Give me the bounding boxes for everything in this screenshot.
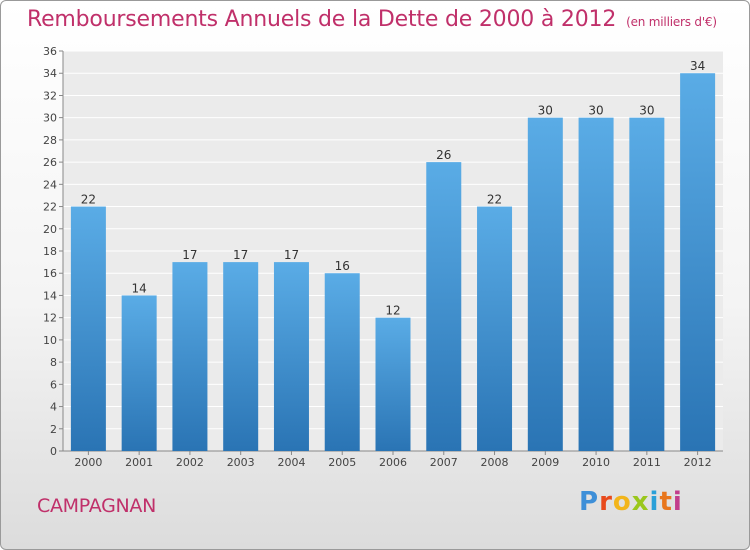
x-tick-label: 2002 (176, 456, 204, 469)
y-tick-label: 16 (43, 267, 57, 280)
chart-subtitle: (en milliers d'€) (626, 15, 717, 29)
commune-name: CAMPAGNAN (37, 495, 157, 517)
bar (172, 262, 208, 451)
bar (629, 117, 665, 452)
chart-title-text: Remboursements Annuels de la Dette de 20… (27, 7, 617, 32)
x-tick-label: 2011 (633, 456, 661, 469)
x-tick-label: 2001 (125, 456, 153, 469)
bar (273, 262, 309, 451)
x-tick-label: 2000 (74, 456, 102, 469)
y-tick-label: 22 (43, 201, 57, 214)
data-label: 17 (182, 248, 197, 262)
x-tick-label: 2006 (379, 456, 407, 469)
data-label: 12 (385, 304, 400, 318)
bar (121, 295, 157, 451)
x-tick-label: 2007 (430, 456, 458, 469)
y-tick-label: 28 (43, 134, 57, 147)
y-tick-label: 2 (50, 423, 57, 436)
logo-letter: P (579, 487, 600, 517)
y-tick-label: 36 (43, 45, 57, 58)
data-label: 14 (132, 281, 147, 295)
bar (578, 117, 614, 452)
y-tick-label: 20 (43, 223, 57, 236)
y-tick-label: 26 (43, 156, 57, 169)
x-tick-label: 2005 (328, 456, 356, 469)
data-label: 22 (81, 193, 96, 207)
bar (477, 206, 513, 451)
data-label: 30 (538, 104, 553, 118)
data-label: 16 (335, 259, 350, 273)
data-label: 34 (690, 59, 705, 73)
logo-letter: o (612, 487, 632, 517)
x-tick-label: 2010 (582, 456, 610, 469)
logo-letter: t (659, 487, 673, 517)
data-label: 30 (639, 104, 654, 118)
data-label: 30 (588, 104, 603, 118)
x-tick-label: 2012 (684, 456, 712, 469)
proxiti-logo: Proxiti (579, 487, 683, 517)
y-tick-label: 12 (43, 312, 57, 325)
x-tick-label: 2004 (277, 456, 305, 469)
x-tick-label: 2009 (531, 456, 559, 469)
y-tick-label: 18 (43, 245, 57, 258)
y-tick-label: 4 (50, 401, 57, 414)
data-label: 26 (436, 148, 451, 162)
bar (324, 273, 360, 451)
y-tick-label: 34 (43, 67, 57, 80)
y-tick-label: 0 (50, 445, 57, 458)
data-label: 22 (487, 193, 502, 207)
x-tick-label: 2008 (481, 456, 509, 469)
logo-letter: i (672, 487, 683, 517)
bar (680, 73, 716, 451)
y-tick-label: 30 (43, 112, 57, 125)
y-tick-label: 32 (43, 89, 57, 102)
y-tick-label: 24 (43, 178, 57, 191)
data-label: 17 (233, 248, 248, 262)
logo-letter: x (631, 487, 650, 517)
y-tick-label: 10 (43, 334, 57, 347)
y-tick-label: 6 (50, 378, 57, 391)
bar (426, 162, 462, 451)
x-tick-label: 2003 (227, 456, 255, 469)
data-label: 17 (284, 248, 299, 262)
logo-letter: r (599, 487, 613, 517)
bar (70, 206, 106, 451)
y-tick-label: 8 (50, 356, 57, 369)
chart-title: Remboursements Annuels de la Dette de 20… (27, 7, 717, 32)
y-tick-label: 14 (43, 289, 57, 302)
bar (375, 317, 411, 451)
bar (527, 117, 563, 452)
bar (223, 262, 259, 451)
logo-letter: i (649, 487, 660, 517)
